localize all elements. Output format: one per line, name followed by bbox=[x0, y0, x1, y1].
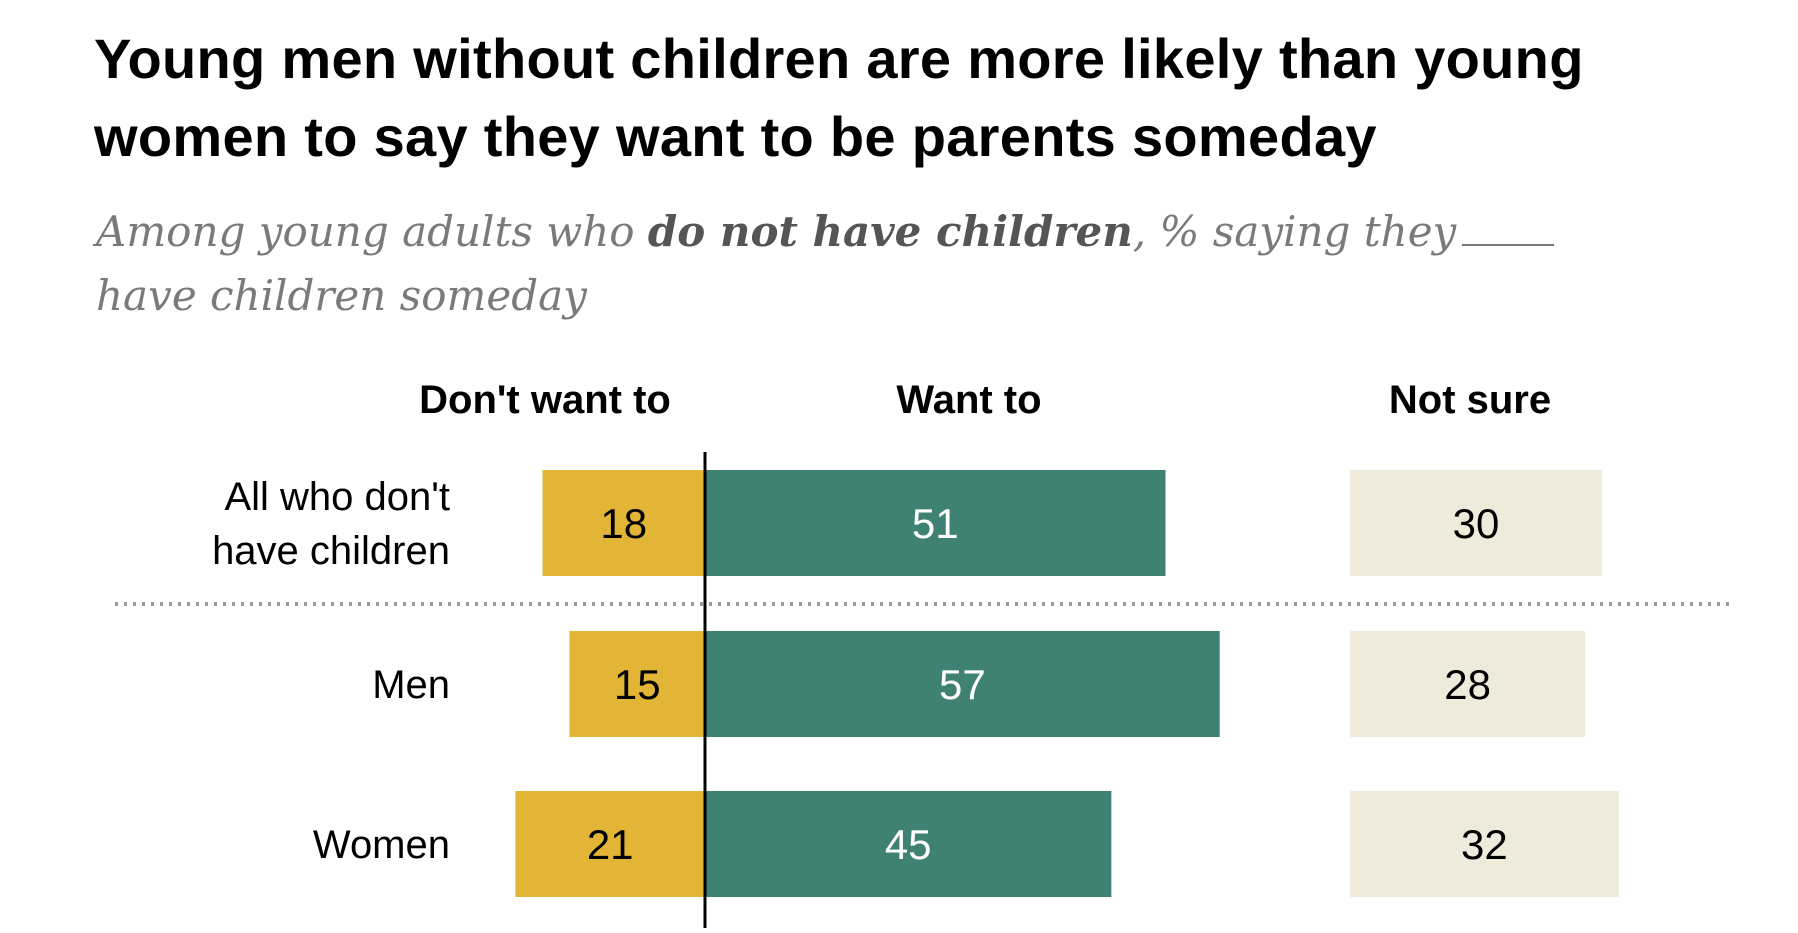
bar-not-sure-1 bbox=[1350, 631, 1586, 737]
bar-want-0 bbox=[705, 470, 1166, 576]
column-header-0: Don't want to bbox=[419, 378, 671, 422]
label-dont-want-0: 18 bbox=[600, 500, 647, 547]
chart-subtitle: Among young adults who do not have child… bbox=[96, 200, 1656, 328]
label-want-2: 45 bbox=[885, 821, 932, 868]
bar-dont-want-2 bbox=[515, 791, 705, 897]
label-dont-want-2: 21 bbox=[587, 821, 634, 868]
bar-dont-want-0 bbox=[542, 470, 705, 576]
bar-dont-want-1 bbox=[569, 631, 705, 737]
bar-want-2 bbox=[705, 791, 1112, 897]
chart-title: Young men without children are more like… bbox=[94, 27, 1584, 168]
label-want-0: 51 bbox=[912, 500, 959, 547]
column-header-2: Not sure bbox=[1389, 378, 1551, 422]
subtitle-post: , % saying they bbox=[1132, 207, 1457, 256]
label-not-sure-0: 30 bbox=[1453, 500, 1500, 547]
label-want-1: 57 bbox=[939, 661, 986, 708]
row-label-2-0: Women bbox=[313, 823, 450, 867]
subtitle-pre: Among young adults who bbox=[96, 207, 648, 256]
column-header-1: Want to bbox=[896, 378, 1041, 422]
label-not-sure-1: 28 bbox=[1444, 661, 1491, 708]
subtitle-bold: do not have children bbox=[647, 207, 1133, 256]
bar-not-sure-0 bbox=[1350, 470, 1602, 576]
row-label-0-1: have children bbox=[212, 529, 450, 573]
bar-want-1 bbox=[705, 631, 1220, 737]
row-label-0-0: All who don't bbox=[224, 475, 450, 519]
subtitle-line2: have children someday bbox=[96, 271, 587, 320]
row-label-1-0: Men bbox=[372, 663, 450, 707]
subtitle-blank bbox=[1462, 210, 1555, 246]
label-not-sure-2: 32 bbox=[1461, 821, 1508, 868]
bar-not-sure-2 bbox=[1350, 791, 1619, 897]
label-dont-want-1: 15 bbox=[614, 661, 661, 708]
